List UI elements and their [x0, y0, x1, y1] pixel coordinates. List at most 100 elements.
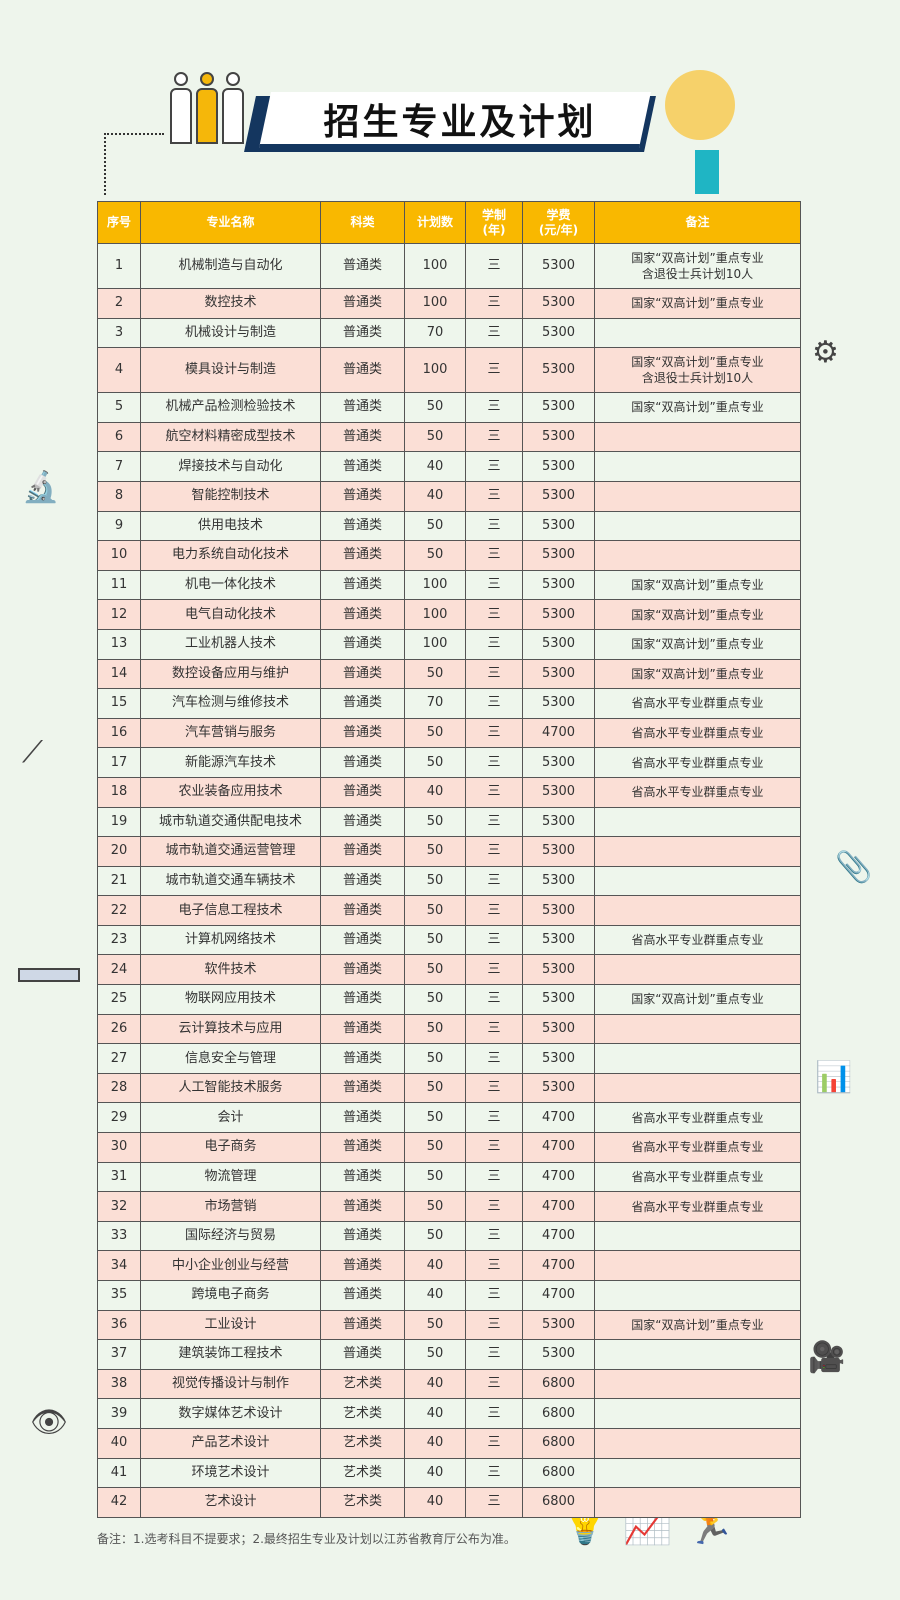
cell-category: 普通类 [320, 510, 405, 542]
cell-category: 普通类 [320, 288, 405, 319]
cell-duration: 三 [465, 776, 523, 808]
cell-tuition: 5300 [522, 1013, 595, 1045]
table-row: 7 焊接技术与自动化 普通类 40 三 5300 [97, 451, 801, 482]
cell-plan-count: 50 [404, 1102, 466, 1134]
cell-tuition: 5300 [522, 628, 595, 660]
cell-duration: 三 [465, 1398, 523, 1429]
cell-major-name: 市场营销 [140, 1191, 321, 1222]
cell-plan-count: 50 [404, 510, 466, 542]
cell-duration: 三 [465, 836, 523, 867]
bar-chart-icon: 📊 [815, 1060, 853, 1095]
cell-plan-count: 40 [404, 1398, 466, 1429]
cell-remark: 省高水平专业群重点专业 [594, 717, 801, 749]
video-camera-icon: 🎥 [808, 1340, 846, 1375]
cell-major-name: 跨境电子商务 [140, 1280, 321, 1311]
cell-duration: 三 [465, 1072, 523, 1104]
cell-duration: 三 [465, 984, 523, 1015]
cell-index: 1 [97, 243, 141, 289]
table-row: 9 供用电技术 普通类 50 三 5300 [97, 510, 801, 542]
cell-tuition: 5300 [522, 984, 595, 1015]
cell-major-name: 农业装备应用技术 [140, 776, 321, 808]
cell-plan-count: 100 [404, 288, 466, 319]
cell-major-name: 电气自动化技术 [140, 599, 321, 630]
table-header-row: 序号 专业名称 科类 计划数 学制 (年) 学费 (元/年) 备注 [97, 201, 801, 244]
cell-plan-count: 50 [404, 1161, 466, 1193]
table-row: 10 电力系统自动化技术 普通类 50 三 5300 [97, 540, 801, 571]
cell-plan-count: 50 [404, 954, 466, 986]
cell-major-name: 数字媒体艺术设计 [140, 1398, 321, 1429]
cell-tuition: 4700 [522, 717, 595, 749]
cell-major-name: 人工智能技术服务 [140, 1072, 321, 1104]
cell-remark: 国家“双高计划”重点专业 [594, 599, 801, 630]
table-row: 27 信息安全与管理 普通类 50 三 5300 [97, 1043, 801, 1074]
cell-remark [594, 1220, 801, 1252]
cell-duration: 三 [465, 243, 523, 289]
cell-duration: 三 [465, 1368, 523, 1400]
cell-remark [594, 954, 801, 986]
cell-major-name: 计算机网络技术 [140, 924, 321, 956]
cell-duration: 三 [465, 1220, 523, 1252]
cell-plan-count: 40 [404, 1368, 466, 1400]
cell-index: 15 [97, 688, 141, 719]
cell-index: 27 [97, 1043, 141, 1074]
enrollment-table: 序号 专业名称 科类 计划数 学制 (年) 学费 (元/年) 备注 1 机械制造与自动化 普通类… [97, 201, 801, 1518]
cell-category: 普通类 [320, 1309, 405, 1341]
cell-category: 普通类 [320, 806, 405, 838]
cell-duration: 三 [465, 628, 523, 660]
cell-category: 普通类 [320, 984, 405, 1015]
cell-remark [594, 895, 801, 926]
dotted-connector [104, 133, 164, 195]
cell-tuition: 5300 [522, 747, 595, 778]
cell-duration: 三 [465, 569, 523, 601]
table-row: 14 数控设备应用与维护 普通类 50 三 5300 国家“双高计划”重点专业 [97, 658, 801, 690]
cell-category: 艺术类 [320, 1427, 405, 1459]
cell-category: 普通类 [320, 569, 405, 601]
hand-pointer-icon [695, 150, 719, 194]
cell-tuition: 5300 [522, 317, 595, 349]
cell-index: 28 [97, 1072, 141, 1104]
cell-index: 24 [97, 954, 141, 986]
cell-tuition: 4700 [522, 1191, 595, 1222]
cell-plan-count: 50 [404, 924, 466, 956]
cell-index: 29 [97, 1102, 141, 1134]
cell-major-name: 环境艺术设计 [140, 1457, 321, 1489]
cell-plan-count: 50 [404, 806, 466, 838]
cell-category: 普通类 [320, 717, 405, 749]
microscope-icon: 🔬 [22, 470, 60, 505]
cell-remark [594, 317, 801, 349]
cell-duration: 三 [465, 1013, 523, 1045]
cell-category: 普通类 [320, 1072, 405, 1104]
cell-index: 36 [97, 1309, 141, 1341]
header-plan-count: 计划数 [404, 201, 466, 244]
cell-duration: 三 [465, 1102, 523, 1134]
cell-major-name: 国际经济与贸易 [140, 1220, 321, 1252]
cell-plan-count: 40 [404, 1280, 466, 1311]
cell-tuition: 6800 [522, 1427, 595, 1459]
cell-remark [594, 1339, 801, 1370]
cell-index: 33 [97, 1220, 141, 1252]
cell-tuition: 5300 [522, 451, 595, 482]
cell-remark: 省高水平专业群重点专业 [594, 1132, 801, 1163]
gear-icon: ⚙ [812, 335, 839, 370]
table-row: 42 艺术设计 艺术类 40 三 6800 [97, 1487, 801, 1518]
cell-index: 35 [97, 1280, 141, 1311]
cell-index: 41 [97, 1457, 141, 1489]
table-row: 8 智能控制技术 普通类 40 三 5300 [97, 480, 801, 512]
cell-duration: 三 [465, 806, 523, 838]
cell-tuition: 6800 [522, 1368, 595, 1400]
cell-major-name: 机械产品检测检验技术 [140, 392, 321, 423]
cell-remark [594, 806, 801, 838]
cell-major-name: 数控技术 [140, 288, 321, 319]
footnote: 备注：1.选考科目不提要求；2.最终招生专业及计划以江苏省教育厅公布为准。 [97, 1532, 516, 1546]
cell-plan-count: 50 [404, 836, 466, 867]
cell-major-name: 汽车营销与服务 [140, 717, 321, 749]
cell-plan-count: 50 [404, 717, 466, 749]
cell-category: 普通类 [320, 1132, 405, 1163]
cell-remark [594, 1013, 801, 1045]
cell-duration: 三 [465, 510, 523, 542]
cell-plan-count: 50 [404, 1043, 466, 1074]
cell-major-name: 供用电技术 [140, 510, 321, 542]
header-tuition: 学费 (元/年) [522, 201, 595, 244]
cell-plan-count: 50 [404, 984, 466, 1015]
cell-duration: 三 [465, 1043, 523, 1074]
